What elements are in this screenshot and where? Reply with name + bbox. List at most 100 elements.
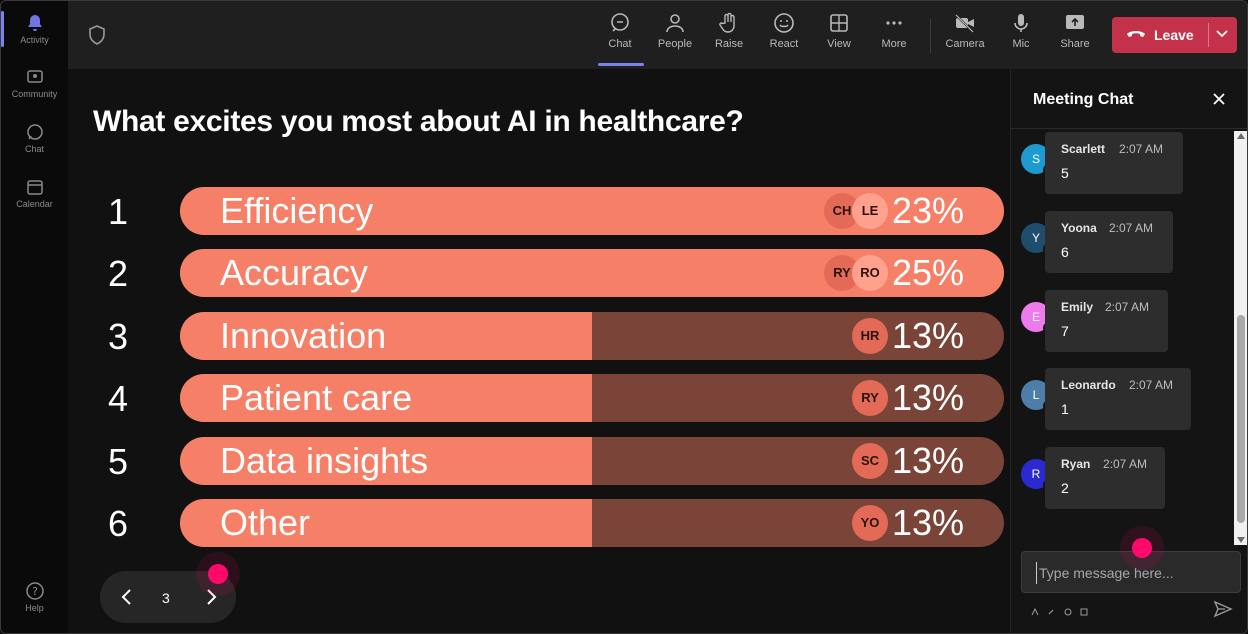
rail-label-chat: Chat: [24, 144, 44, 154]
option-percent: 13%: [891, 315, 964, 356]
svg-text:?: ?: [32, 585, 38, 598]
chat-bubble-icon: [611, 13, 629, 32]
option-result-bar: Efficiency CH LE 23%: [180, 187, 1004, 235]
chat-compose-box[interactable]: [1021, 551, 1241, 593]
share-button[interactable]: Share: [1050, 11, 1100, 50]
message-bubble: Yoona 2:07 AM 6: [1045, 211, 1173, 273]
scroll-down-arrow[interactable]: [1237, 537, 1245, 543]
react-button[interactable]: React: [759, 11, 809, 50]
chat-scrollbar[interactable]: [1234, 131, 1247, 545]
message-bubble: Leonardo 2:07 AM 1: [1045, 368, 1191, 430]
option-label: Patient care: [220, 377, 413, 418]
voter-avatar: LE: [852, 193, 888, 229]
more-button-label: More: [881, 38, 907, 50]
pointer-highlight-chat: [1132, 538, 1152, 558]
format-icon[interactable]: [1031, 603, 1039, 621]
option-label: Data insights: [220, 440, 429, 481]
send-icon[interactable]: [1213, 600, 1233, 618]
voter-avatar: YO: [852, 505, 888, 541]
chat-title: Meeting Chat: [1033, 91, 1134, 108]
option-rank: 5: [108, 441, 129, 482]
mic-button[interactable]: Mic: [996, 11, 1046, 50]
rail-item-community[interactable]: Community: [1, 67, 68, 99]
voter-avatar: HR: [852, 318, 888, 354]
voter-avatar: RO: [852, 255, 888, 291]
rail-item-calendar[interactable]: Calendar: [1, 177, 68, 209]
share-button-label: Share: [1060, 38, 1090, 50]
smiley-icon: [774, 13, 794, 33]
chevron-left-icon[interactable]: [120, 587, 134, 607]
message-text: 5: [1061, 165, 1069, 181]
poll-option-row: 3 Innovation HR 13%: [68, 312, 1010, 360]
message-timestamp: 2:07 AM: [1119, 142, 1164, 156]
option-result-bar: Data insights SC 13%: [180, 437, 1004, 485]
chevron-down-icon[interactable]: [1215, 29, 1229, 39]
option-result-fill: [180, 374, 592, 422]
grid-view-icon: [830, 14, 848, 32]
toolbar-divider: [930, 19, 931, 53]
rail-item-help[interactable]: ? Help: [1, 581, 68, 613]
poll-results-area: What excites you most about AI in health…: [68, 69, 1010, 633]
rail-label-community: Community: [11, 89, 58, 99]
option-rank: 3: [108, 316, 129, 357]
attach-icon[interactable]: [1047, 603, 1055, 621]
react-button-label: React: [769, 38, 799, 50]
message-bubble: Emily 2:07 AM 7: [1045, 290, 1168, 352]
view-button[interactable]: View: [814, 11, 864, 50]
scroll-up-arrow[interactable]: [1237, 133, 1245, 139]
app-rail: Activity Community Chat Calendar ? Help: [1, 1, 68, 633]
chat-header: Meeting Chat: [1011, 69, 1247, 129]
more-button[interactable]: More: [869, 11, 919, 50]
option-result-bar: Accuracy RY RO 25%: [180, 249, 1004, 297]
option-result-fill: [180, 499, 592, 547]
option-rank: 1: [108, 191, 129, 232]
mic-button-label: Mic: [1012, 38, 1030, 50]
leave-separator: [1208, 23, 1209, 47]
option-rank: 4: [108, 378, 129, 419]
raise-hand-label: Raise: [714, 38, 744, 50]
chat-button[interactable]: Chat: [595, 11, 645, 50]
voter-avatar: SC: [852, 443, 888, 479]
chat-icon: [26, 124, 43, 140]
message-sender: Yoona: [1061, 221, 1097, 235]
people-button-label: People: [657, 38, 693, 50]
active-tab-indicator: [598, 63, 644, 66]
leave-button-label: Leave: [1154, 27, 1194, 43]
message-text: 1: [1061, 401, 1069, 417]
help-icon: ?: [25, 582, 44, 600]
voter-avatar: RY: [852, 380, 888, 416]
message-timestamp: 2:07 AM: [1109, 221, 1154, 235]
shield-icon[interactable]: [88, 25, 106, 45]
rail-item-chat[interactable]: Chat: [1, 122, 68, 154]
gif-icon[interactable]: [1080, 603, 1088, 621]
leave-button[interactable]: Leave: [1112, 17, 1237, 53]
scrollbar-thumb[interactable]: [1237, 315, 1245, 523]
rail-label-help: Help: [25, 603, 44, 613]
more-dots-icon: [886, 21, 902, 25]
close-icon[interactable]: [1211, 91, 1227, 107]
emoji-icon[interactable]: [1064, 603, 1072, 621]
message-bubble: Scarlett 2:07 AM 5: [1045, 132, 1183, 194]
rail-item-activity[interactable]: Activity: [1, 13, 68, 45]
option-rank: 2: [108, 253, 129, 294]
poll-option-row: 1 Efficiency CH LE 23%: [68, 187, 1010, 235]
slide-page-number: 3: [162, 590, 170, 606]
poll-option-row: 6 Other YO 13%: [68, 499, 1010, 547]
option-result-fill: [180, 312, 592, 360]
raise-hand-button[interactable]: Raise: [704, 11, 754, 50]
message-text: 7: [1061, 323, 1069, 339]
rail-label-calendar: Calendar: [16, 199, 53, 209]
message-text: 2: [1061, 480, 1069, 496]
message-sender: Emily: [1061, 300, 1094, 314]
people-icon: [666, 14, 684, 33]
option-label: Other: [220, 502, 311, 543]
people-button[interactable]: People: [650, 11, 700, 50]
option-percent: 23%: [891, 190, 964, 231]
chevron-right-icon[interactable]: [204, 587, 218, 607]
share-screen-icon: [1066, 15, 1084, 29]
camera-button-label: Camera: [945, 38, 985, 50]
camera-button[interactable]: Camera: [940, 11, 990, 50]
chat-message-input[interactable]: [1036, 562, 1232, 584]
microphone-icon: [1014, 14, 1028, 32]
poll-question: What excites you most about AI in health…: [93, 105, 744, 138]
